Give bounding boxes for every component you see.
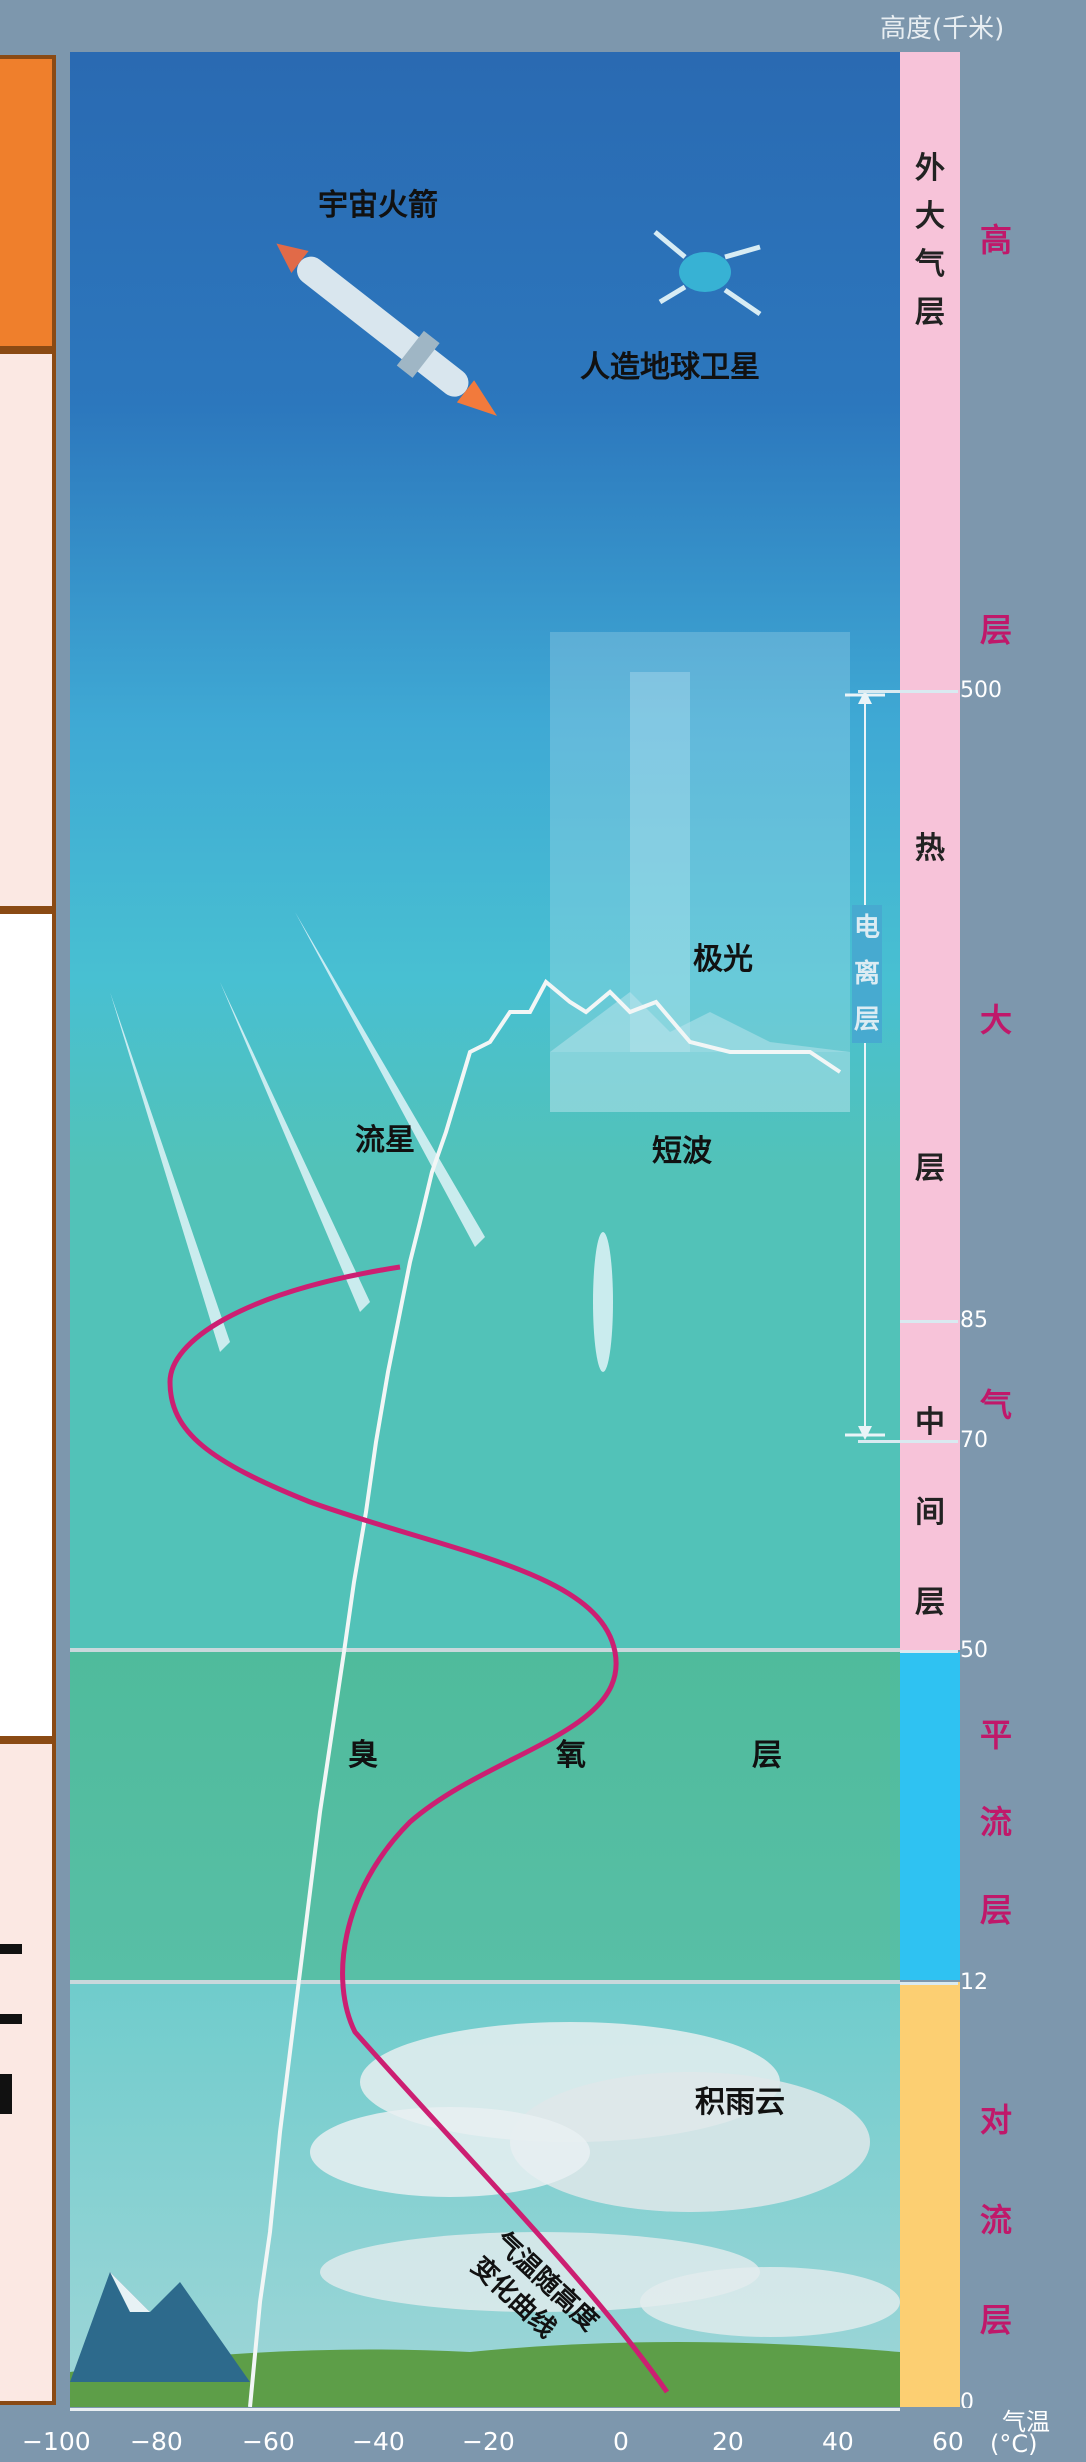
upper-atmosphere-char: 层 [980, 611, 1013, 649]
troposphere-char: 流 [980, 2201, 1013, 2239]
ionosphere-label: 电离层 [852, 905, 882, 1043]
mesosphere-label: 中间层 [915, 1405, 945, 1620]
tick-line-12 [900, 1982, 958, 1985]
left-panel-pink-block [0, 350, 56, 910]
stratosphere-band [900, 1652, 960, 1980]
temperature-axis [0, 2408, 1086, 2462]
aurora-caption: 极光 [693, 942, 753, 977]
temperature-tick: −40 [352, 2427, 405, 2456]
temperature-tick: 40 [822, 2427, 854, 2456]
temperature-tick: 60 [932, 2427, 964, 2456]
tick-line-70 [858, 1440, 958, 1443]
temperature-tick: −100 [22, 2427, 91, 2456]
diagram-background [70, 52, 900, 2407]
tick-line-85 [900, 1320, 958, 1323]
upper-atmosphere-char: 气 [980, 1386, 1013, 1424]
ozone-char: 氧 [556, 1738, 586, 1773]
stratosphere-char: 层 [980, 1891, 1013, 1929]
left-side-panel [0, 55, 58, 2405]
left-panel-pink-lower-block [0, 1740, 56, 2405]
temperature-unit-label: (°C) [990, 2430, 1038, 2458]
temperature-tick: −80 [130, 2427, 183, 2456]
tick-line-50 [900, 1650, 958, 1653]
shortwave-caption: 短波 [652, 1134, 712, 1169]
upper-atmosphere-char: 高 [980, 221, 1013, 259]
left-panel-white-block [0, 910, 56, 1740]
ozone-char: 层 [752, 1738, 782, 1773]
altitude-tick: 70 [960, 1428, 988, 1453]
altitude-tick: 50 [960, 1638, 988, 1663]
rocket-caption: 宇宙火箭 [318, 188, 438, 223]
upper-atmosphere-band [900, 52, 960, 1650]
left-panel-orange-block [0, 55, 56, 350]
altitude-tick: 500 [960, 678, 1002, 703]
atmosphere-diagram [70, 52, 960, 2407]
satellite-caption: 人造地球卫星 [580, 350, 760, 385]
temperature-tick: 20 [712, 2427, 744, 2456]
thermosphere-label-top: 热 [915, 831, 945, 866]
tick-line-500 [858, 690, 958, 693]
thermosphere-label-bottom: 层 [915, 1151, 945, 1186]
ionosphere-range-arrow [845, 690, 885, 1440]
temperature-tick: 0 [613, 2427, 629, 2456]
cloud-caption: 积雨云 [695, 2085, 785, 2120]
altitude-tick: 12 [960, 1970, 988, 1995]
troposphere-char: 层 [980, 2301, 1013, 2339]
temperature-axis-line [70, 2408, 900, 2411]
temperature-tick: −60 [242, 2427, 295, 2456]
ozone-char: 臭 [348, 1738, 378, 1773]
stratosphere-char: 平 [980, 1716, 1013, 1754]
meteor-caption: 流星 [355, 1123, 415, 1158]
troposphere-band [900, 1982, 960, 2407]
troposphere-char: 对 [980, 2101, 1013, 2139]
stratosphere-char: 流 [980, 1803, 1013, 1841]
upper-atmosphere-char: 大 [980, 1001, 1013, 1039]
altitude-axis-label: 高度(千米) [880, 14, 1005, 44]
temperature-tick: −20 [462, 2427, 515, 2456]
altitude-tick: 85 [960, 1308, 988, 1333]
temperature-axis-label: 气温 [1002, 2408, 1050, 2436]
exosphere-label: 外大气层 [915, 151, 945, 330]
